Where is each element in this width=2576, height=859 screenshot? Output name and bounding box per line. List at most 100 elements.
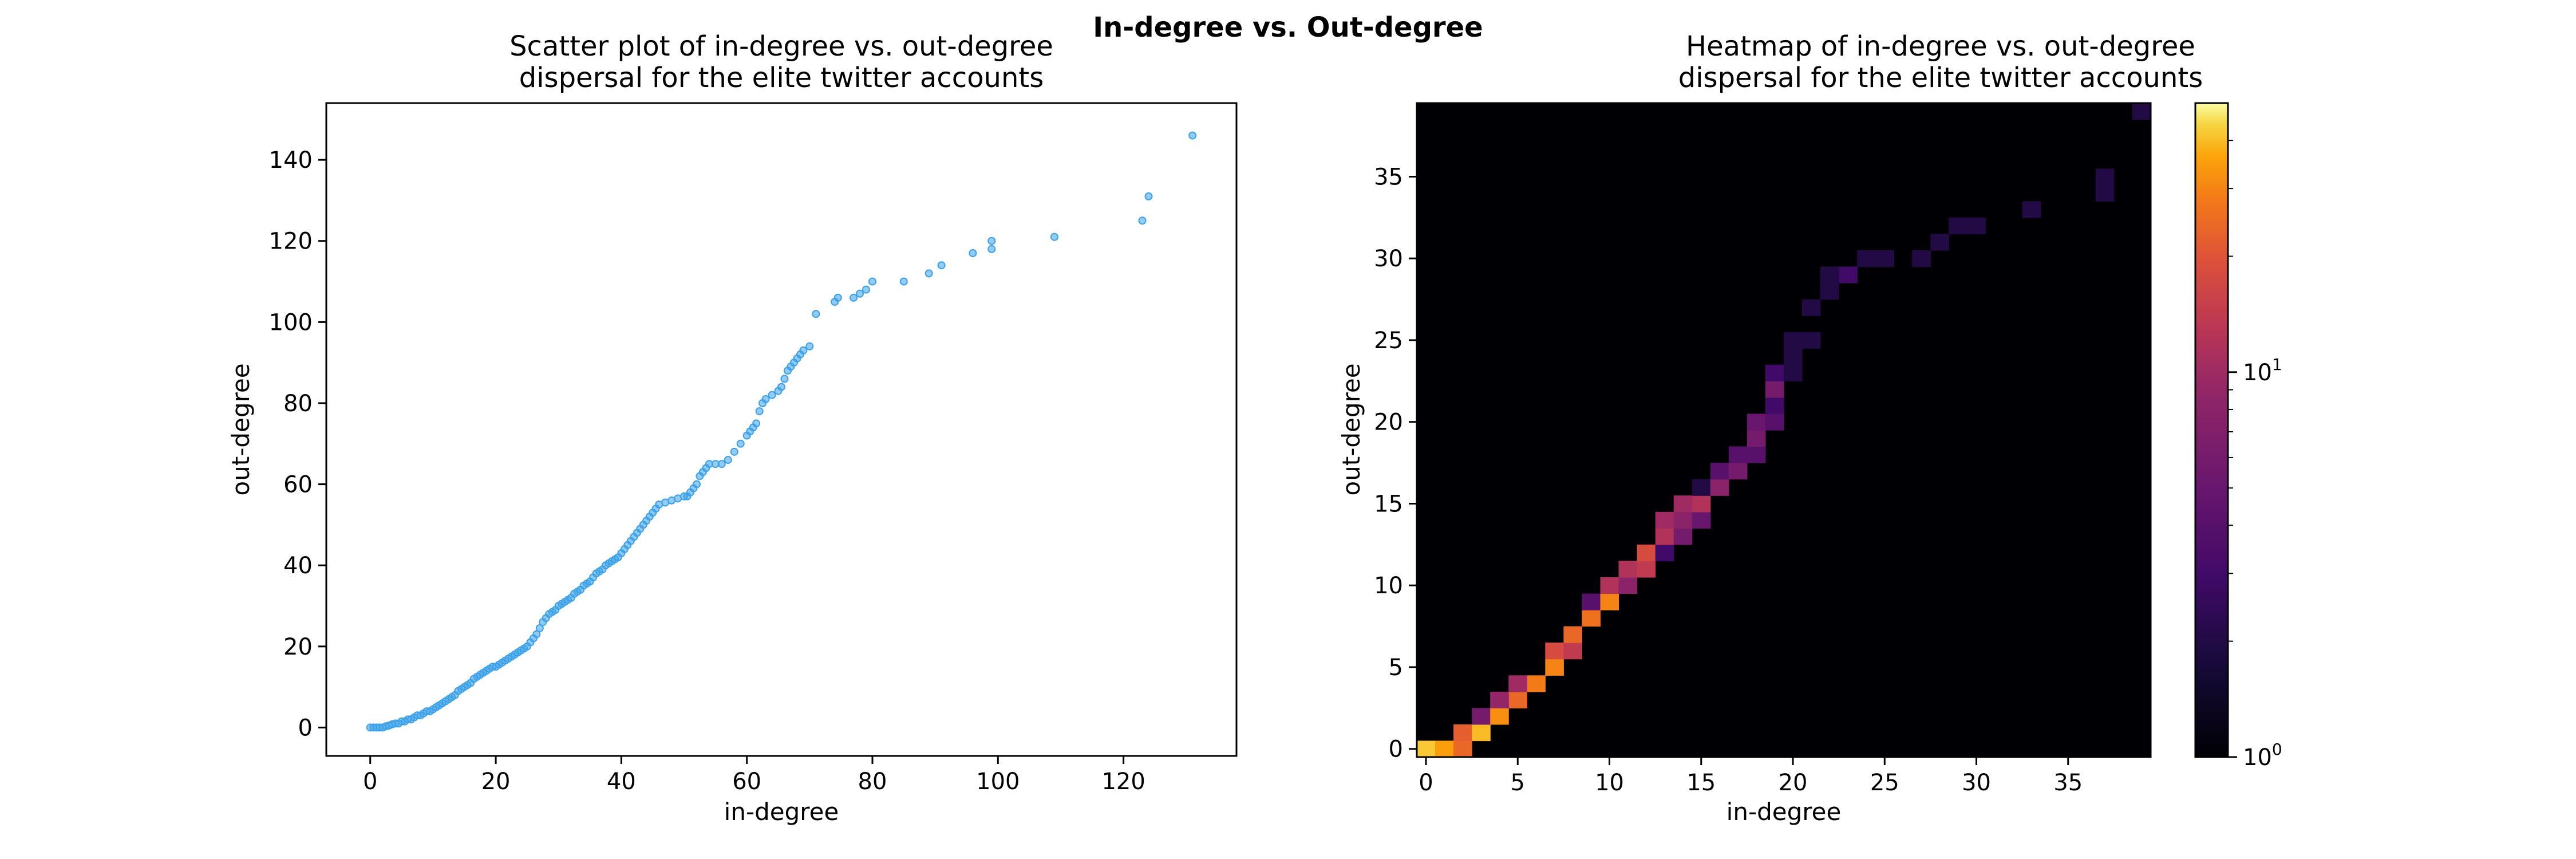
colorbar-tick-label: 100 [2243, 740, 2282, 771]
heatmap-cell [1802, 332, 1821, 349]
scatter-panel: Scatter plot of in-degree vs. out-degree… [227, 30, 1238, 826]
heatmap-cell [1417, 740, 1436, 758]
heatmap-x-tick-label: 15 [1686, 770, 1716, 796]
heatmap-cell [1673, 495, 1693, 513]
scatter-point [969, 249, 977, 257]
heatmap-cell [1784, 332, 1803, 349]
scatter-point [730, 447, 738, 456]
colorbar: 100 101 [2194, 102, 2282, 771]
heatmap-panel: Heatmap of in-degree vs. out-degree disp… [1337, 30, 2282, 826]
heatmap-cell [1802, 299, 1821, 316]
heatmap-y-tick-label: 15 [1374, 491, 1403, 517]
colorbar-ticks: 100 101 [2228, 140, 2282, 771]
scatter-point [532, 630, 541, 639]
scatter-x-tick-label: 60 [732, 769, 761, 795]
heatmap-cell [1949, 217, 1967, 235]
heatmap-cell [1545, 643, 1564, 660]
scatter-y-tick-label: 20 [283, 634, 313, 660]
heatmap-cell [1600, 593, 1619, 610]
heatmap-cell [1728, 463, 1748, 480]
scatter-point [535, 624, 544, 632]
heatmap-cell [1875, 250, 1894, 267]
scatter-point [899, 277, 908, 286]
heatmap-cell [1784, 348, 1803, 365]
heatmap-cell [1563, 643, 1582, 660]
scatter-point [752, 419, 761, 428]
heatmap-cell [1692, 511, 1711, 529]
scatter-y-tick-label: 0 [298, 715, 313, 741]
heatmap-cell [1673, 528, 1693, 545]
heatmap-cell [1692, 495, 1711, 513]
heatmap-cell [1655, 511, 1674, 529]
scatter-point [987, 245, 996, 253]
scatter-point [724, 456, 732, 464]
heatmap-cell [1673, 511, 1693, 529]
heatmap-cell [2095, 184, 2115, 202]
heatmap-cell [1655, 544, 1674, 562]
scatter-point [736, 439, 745, 448]
heatmap-cell [2095, 168, 2115, 186]
heatmap-cell [1692, 479, 1711, 496]
colorbar-tick-exponent: 1 [2272, 355, 2282, 374]
heatmap-axes-frame [1416, 102, 2152, 758]
heatmap-y-ticks: 0 5 10 15 20 25 30 35 [1374, 164, 1417, 763]
heatmap-y-tick-label: 20 [1374, 409, 1403, 436]
scatter-x-tick-label: 40 [607, 769, 636, 795]
heatmap-cell [1839, 266, 1858, 283]
scatter-x-tick-label: 120 [1101, 769, 1145, 795]
scatter-point [1188, 131, 1197, 140]
heatmap-y-tick-label: 35 [1374, 164, 1403, 190]
heatmap-title-line1: Heatmap of in-degree vs. out-degree [1686, 30, 2195, 62]
heatmap-cell [1600, 577, 1619, 594]
heatmap-cell [1582, 593, 1601, 610]
scatter-point [768, 391, 776, 399]
heatmap-cell [1765, 413, 1784, 431]
heatmap-x-tick-label: 20 [1779, 770, 1808, 796]
heatmap-cell [1765, 381, 1784, 398]
scatter-x-axis-label: in-degree [724, 798, 839, 826]
scatter-point [937, 261, 946, 270]
heatmap-cell [1545, 659, 1564, 676]
heatmap-cell [1472, 724, 1491, 742]
heatmap-cell [1728, 446, 1748, 463]
scatter-point [1050, 233, 1058, 241]
heatmap-cells [1417, 103, 2151, 758]
scatter-x-tick-label: 100 [976, 769, 1020, 795]
scatter-point [1138, 216, 1147, 225]
heatmap-cell [1472, 708, 1491, 725]
heatmap-cell [1747, 430, 1766, 447]
heatmap-x-tick-label: 5 [1511, 770, 1525, 796]
figure-suptitle: In-degree vs. Out-degree [1093, 11, 1483, 44]
scatter-point [755, 407, 764, 416]
scatter-axes-frame [325, 102, 1238, 757]
scatter-point [805, 342, 814, 350]
scatter-point [777, 383, 785, 391]
scatter-point [799, 346, 808, 354]
heatmap-cell [1453, 740, 1472, 758]
heatmap-cell [1453, 724, 1472, 742]
scatter-x-tick-label: 20 [481, 769, 511, 795]
heatmap-cell [1435, 740, 1454, 758]
scatter-y-tick-label: 80 [283, 391, 313, 417]
heatmap-cell [1765, 397, 1784, 415]
heatmap-cell [1765, 364, 1784, 381]
heatmap-x-tick-label: 35 [2053, 770, 2083, 796]
heatmap-cell [1747, 413, 1766, 431]
scatter-point [987, 237, 996, 245]
heatmap-cell [1508, 691, 1527, 708]
heatmap-y-tick-label: 10 [1374, 573, 1403, 599]
heatmap-cell [1490, 708, 1509, 725]
scatter-x-tick-label: 0 [363, 769, 377, 795]
heatmap-cell [1637, 561, 1656, 578]
scatter-point [717, 460, 726, 468]
heatmap-cell [1710, 479, 1729, 496]
heatmap-cell [1912, 250, 1931, 267]
scatter-y-tick-label: 40 [283, 553, 313, 579]
heatmap-x-tick-label: 30 [1962, 770, 1991, 796]
heatmap-cell [1582, 610, 1601, 627]
heatmap-cell [1710, 463, 1729, 480]
heatmap-cell [1618, 561, 1638, 578]
scatter-point [761, 395, 770, 403]
heatmap-cell [1508, 675, 1527, 692]
